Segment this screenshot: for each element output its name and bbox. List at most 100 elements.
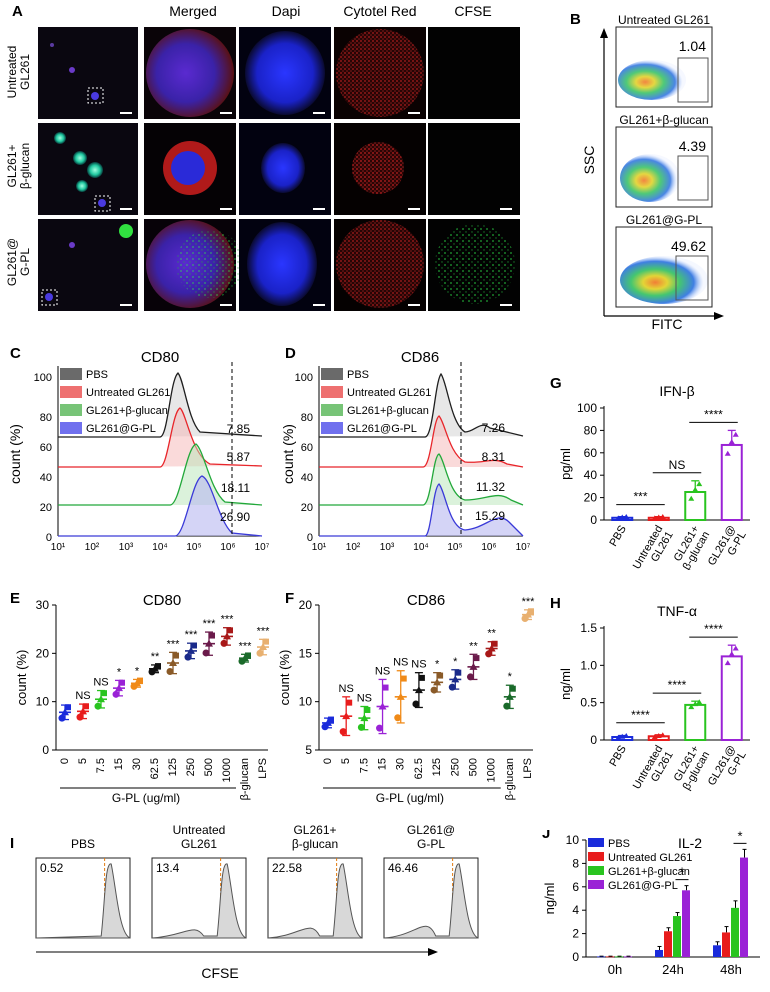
bar: [731, 907, 739, 957]
significance-marker: NS: [393, 657, 408, 669]
data-point: [503, 702, 511, 710]
flow-plot-untreated: Untreated GL261 1.04: [615, 13, 713, 108]
x-tick-label: 1000: [486, 758, 498, 782]
significance-marker: ****: [704, 622, 723, 636]
x-axis-label: G-PL (ug/ml): [112, 791, 180, 805]
significance-marker: NS: [75, 690, 90, 702]
legend-gpl: GL261@G-PL: [86, 423, 156, 435]
b-xlabel: FITC: [651, 316, 682, 330]
y-tick-label: 40: [584, 468, 598, 482]
panel-c-label: C: [10, 345, 21, 362]
x-tick-label: GL261+β-glucan: [670, 524, 712, 571]
x-tick-label: 500: [467, 758, 479, 776]
hist-untreated: [319, 415, 524, 468]
d-value-pbs: 7.26: [482, 421, 506, 435]
y-tick-label: 0: [572, 950, 579, 964]
c-value-beta: 18.11: [221, 481, 250, 495]
data-point: [328, 716, 334, 723]
xtick: 10⁴: [152, 542, 167, 553]
data-point: [451, 675, 460, 683]
legend-beta: GL261+β-glucan: [347, 405, 429, 417]
bar: [664, 931, 672, 957]
panel-i: I PBS 0.52 Untreated GL261 13.4 GL261+ β-glucan…: [0, 818, 540, 987]
histogram-curve: [35, 863, 131, 939]
data-point: [378, 702, 387, 710]
x-tick-label: LPS: [522, 758, 534, 779]
y-tick-label: 15: [299, 646, 313, 660]
panel-c-title: CD80: [141, 349, 179, 366]
data-point: [659, 513, 666, 519]
x-tick-label-part: PBS: [607, 744, 628, 769]
xtick: 10⁵: [447, 542, 462, 553]
panel-d: D CD86 count (%) 0 20 40 60 80 100 10¹ 1…: [275, 340, 540, 555]
hist-gpl: [58, 475, 263, 537]
significance-marker: ***: [185, 629, 199, 641]
cfse-image-untreated: [428, 27, 520, 119]
arrow-head: [428, 948, 438, 956]
bar: [673, 916, 681, 957]
d-xticks: 10¹ 10² 10³ 10⁴ 10⁵ 10⁶ 10⁷: [312, 542, 531, 553]
ytick: 40: [301, 472, 313, 484]
bar: [655, 949, 663, 957]
data-point: [97, 695, 105, 703]
significance-marker: ***: [221, 614, 235, 626]
x-tick-label-part: PBS: [607, 524, 628, 549]
data-point: [509, 685, 516, 692]
x-tick-label: 1000: [221, 758, 233, 782]
y-tick-label: 0: [42, 743, 49, 757]
row-label-gpl: GL261@ G-PL: [5, 238, 32, 286]
y-tick-label: 6: [572, 880, 579, 894]
panel-label: E: [10, 590, 20, 607]
row-label-beta-line2: β-glucan: [18, 143, 32, 189]
significance-marker: ***: [203, 618, 217, 630]
data-point: [692, 486, 699, 492]
y-tick-label: 20: [36, 646, 50, 660]
hist-gpl: [319, 483, 524, 537]
bar: [606, 956, 614, 958]
data-point: [433, 678, 442, 686]
x-tick-label: β-glucan: [504, 758, 516, 800]
data-point: [505, 692, 514, 700]
panel-c-svg: C CD80 count (%) 0 20 40 60 80 100 10¹ 1…: [7, 345, 270, 553]
panel-d-svg: D CD86 count (%) 0 20 40 60 80 100 10¹ 1…: [280, 345, 531, 553]
x-tick-label: 250: [449, 758, 461, 776]
data-point: [455, 669, 462, 676]
data-point: [400, 675, 407, 682]
data-point: [692, 701, 699, 707]
data-point: [58, 714, 66, 722]
x-tick-label: 62.5: [413, 758, 425, 779]
chart-e-cd80: E CD80 0 10 20 30 count (%) 0 NS 5 NS 7.5 * 15 * 30 ** 62…: [10, 590, 270, 805]
y-axis-label: ng/ml: [558, 668, 573, 700]
bar: [720, 655, 743, 741]
significance-marker: ****: [704, 407, 723, 421]
data-point: [491, 640, 498, 647]
row-label-untreated-line2: GL261: [18, 54, 32, 90]
data-point: [360, 714, 369, 722]
legend-pbs: PBS: [347, 369, 369, 381]
panel-label: F: [285, 590, 294, 607]
x-tick-label: 7.5: [358, 758, 370, 773]
scale-bar: [120, 112, 132, 114]
data-point: [448, 683, 456, 691]
flow-plot-title: GL261@G-PL: [626, 213, 703, 227]
data-point: [259, 643, 267, 651]
xtick: 10¹: [312, 542, 327, 553]
y-tick-label: 20: [584, 491, 598, 505]
chart-title: CD86: [407, 592, 445, 609]
panel-e: E CD80 0 10 20 30 count (%) 0 NS 5 NS 7.5 * 15 * 30 ** 62…: [0, 585, 275, 810]
legend-swatch: [588, 838, 604, 847]
ytick: 60: [301, 442, 313, 454]
data-point: [732, 645, 739, 651]
panel-a-label: A: [12, 3, 23, 20]
xtick: 10⁶: [481, 542, 496, 553]
histogram-curve: [267, 863, 363, 939]
x-tick-label: PBS: [607, 524, 628, 549]
significance-marker: ***: [522, 596, 536, 608]
micrograph-row-gpl: [38, 219, 520, 311]
bar: [684, 491, 707, 521]
data-point: [61, 708, 69, 716]
bar: [713, 945, 721, 957]
data-point: [187, 646, 195, 654]
bar: [624, 956, 632, 958]
